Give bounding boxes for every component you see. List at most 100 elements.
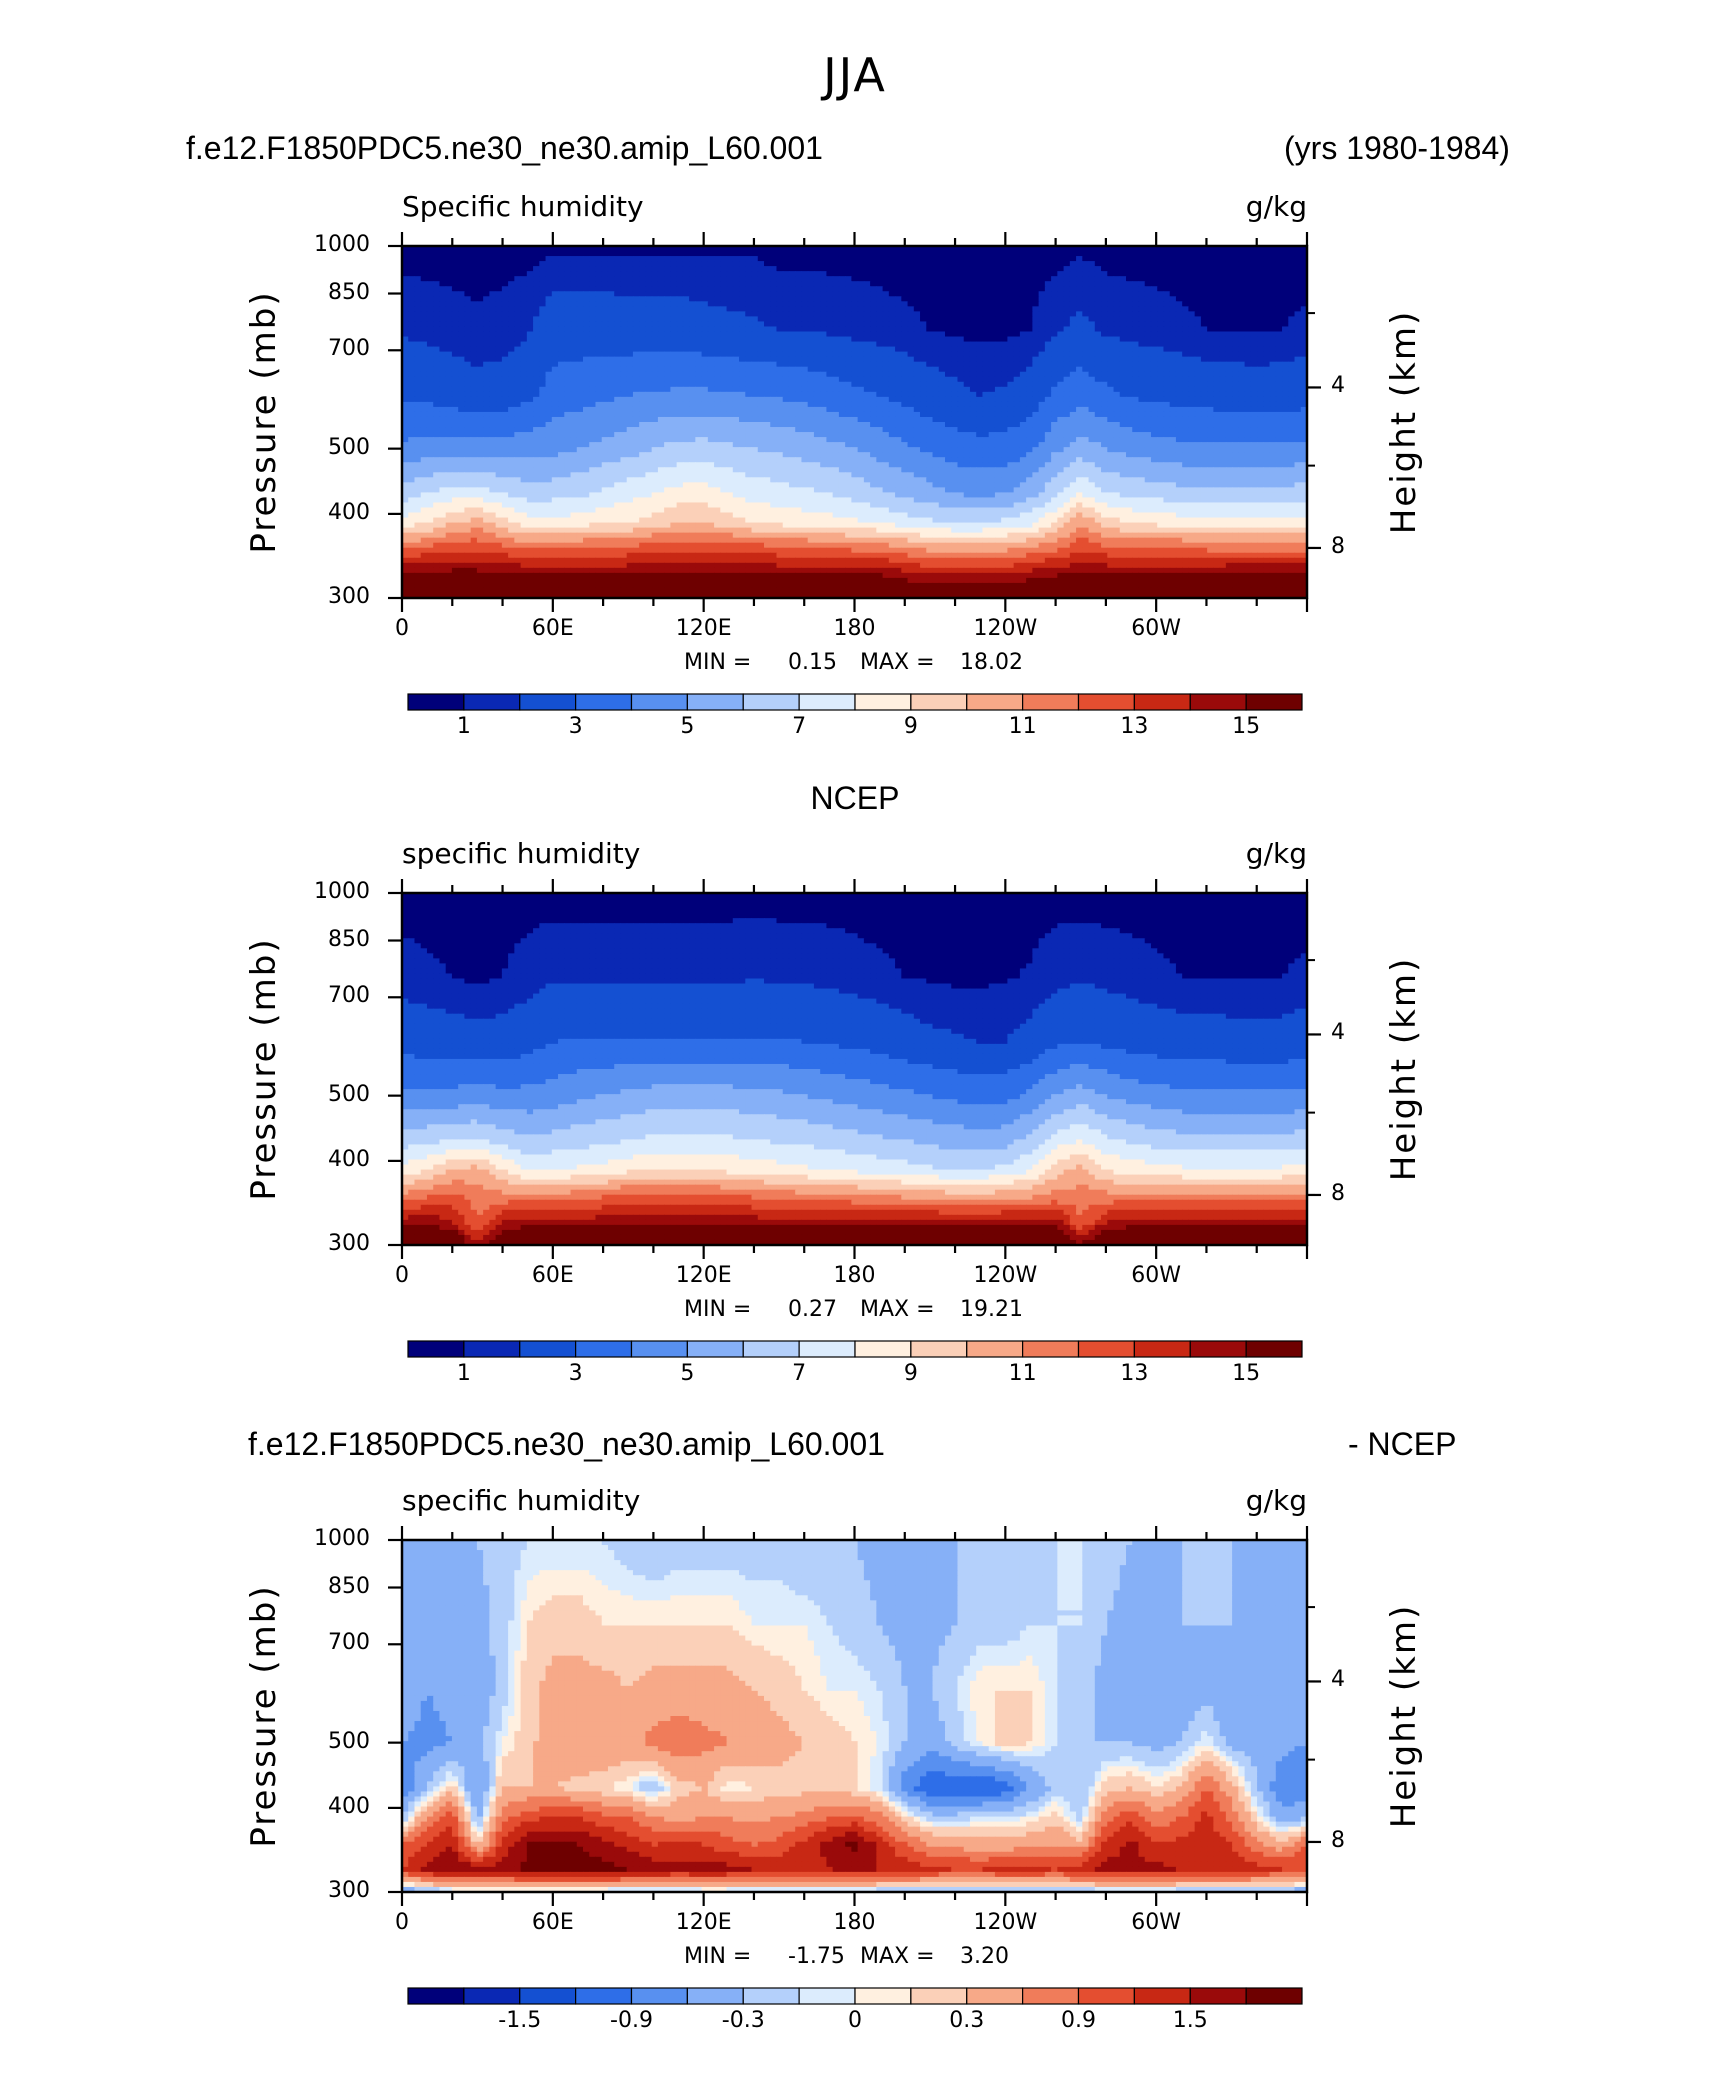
- field-cell: [945, 261, 952, 267]
- field-cell: [502, 352, 509, 358]
- field-cell: [1082, 296, 1089, 302]
- field-cell: [452, 266, 459, 272]
- field-cell: [464, 251, 471, 257]
- field-cell: [964, 382, 971, 388]
- field-cell: [783, 321, 790, 327]
- field-cell: [558, 352, 565, 358]
- field-cell: [920, 251, 927, 257]
- field-cell: [851, 321, 858, 327]
- field-cell: [901, 256, 908, 262]
- field-cell: [558, 377, 565, 383]
- field-cell: [908, 296, 915, 302]
- field-cell: [1301, 246, 1308, 252]
- field-cell: [577, 246, 584, 252]
- field-cell: [976, 306, 983, 312]
- field-cell: [1182, 377, 1189, 383]
- field-cell: [1151, 362, 1158, 368]
- field-cell: [1220, 347, 1227, 353]
- field-cell: [689, 301, 696, 307]
- field-cell: [571, 321, 578, 327]
- field-cell: [1151, 377, 1158, 383]
- field-cell: [1188, 357, 1195, 363]
- field-cell: [945, 266, 952, 272]
- field-cell: [739, 266, 746, 272]
- field-cell: [608, 331, 615, 337]
- field-cell: [727, 256, 734, 262]
- field-cell: [970, 382, 977, 388]
- field-cell: [1195, 256, 1202, 262]
- field-cell: [939, 251, 946, 257]
- field-cell: [1257, 251, 1264, 257]
- field-cell: [833, 266, 840, 272]
- field-cell: [970, 276, 977, 282]
- field-cell: [727, 326, 734, 332]
- field-cell: [814, 266, 821, 272]
- field-cell: [1270, 246, 1277, 252]
- field-cell: [752, 246, 759, 252]
- field-cell: [1020, 266, 1027, 272]
- field-cell: [814, 281, 821, 287]
- field-cell: [764, 311, 771, 317]
- field-cell: [1188, 281, 1195, 287]
- field-cell: [633, 342, 640, 348]
- field-cell: [439, 372, 446, 378]
- field-cell: [808, 311, 815, 317]
- field-cell: [901, 367, 908, 373]
- field-cell: [458, 362, 465, 368]
- field-cell: [895, 382, 902, 388]
- field-cell: [820, 286, 827, 292]
- field-cell: [1251, 251, 1258, 257]
- field-cell: [546, 382, 553, 388]
- field-cell: [733, 387, 740, 393]
- field-cell: [552, 367, 559, 373]
- field-cell: [720, 357, 727, 363]
- field-cell: [546, 321, 553, 327]
- field-cell: [577, 367, 584, 373]
- field-cell: [489, 377, 496, 383]
- field-cell: [1226, 291, 1233, 297]
- field-cell: [982, 387, 989, 393]
- field-cell: [1107, 382, 1114, 388]
- field-cell: [658, 271, 665, 277]
- field-cell: [427, 251, 434, 257]
- field-cell: [652, 261, 659, 267]
- field-cell: [1007, 266, 1014, 272]
- field-cell: [1188, 291, 1195, 297]
- field-cell: [720, 276, 727, 282]
- field-cell: [514, 246, 521, 252]
- field-cell: [1295, 367, 1302, 373]
- field-cell: [464, 291, 471, 297]
- field-cell: [1145, 251, 1152, 257]
- field-cell: [964, 337, 971, 343]
- field-cell: [1282, 362, 1289, 368]
- field-cell: [689, 331, 696, 337]
- field-cell: [414, 357, 421, 363]
- field-cell: [670, 382, 677, 388]
- field-cell: [970, 261, 977, 267]
- field-cell: [1176, 281, 1183, 287]
- field-cell: [957, 311, 964, 317]
- field-cell: [1182, 357, 1189, 363]
- field-cell: [1107, 301, 1114, 307]
- field-cell: [1095, 357, 1102, 363]
- field-cell: [808, 337, 815, 343]
- field-cell: [814, 387, 821, 393]
- field-cell: [1263, 261, 1270, 267]
- field-cell: [752, 271, 759, 277]
- field-cell: [620, 291, 627, 297]
- field-cell: [408, 357, 415, 363]
- field-cell: [652, 357, 659, 363]
- field-cell: [1288, 261, 1295, 267]
- field-cell: [658, 246, 665, 252]
- field-cell: [539, 251, 546, 257]
- field-cell: [564, 337, 571, 343]
- field-cell: [489, 301, 496, 307]
- field-cell: [858, 291, 865, 297]
- field-cell: [1145, 306, 1152, 312]
- field-cell: [833, 321, 840, 327]
- field-cell: [402, 266, 409, 272]
- field-cell: [933, 271, 940, 277]
- field-cell: [1276, 281, 1283, 287]
- field-cell: [908, 311, 915, 317]
- field-cell: [1120, 256, 1127, 262]
